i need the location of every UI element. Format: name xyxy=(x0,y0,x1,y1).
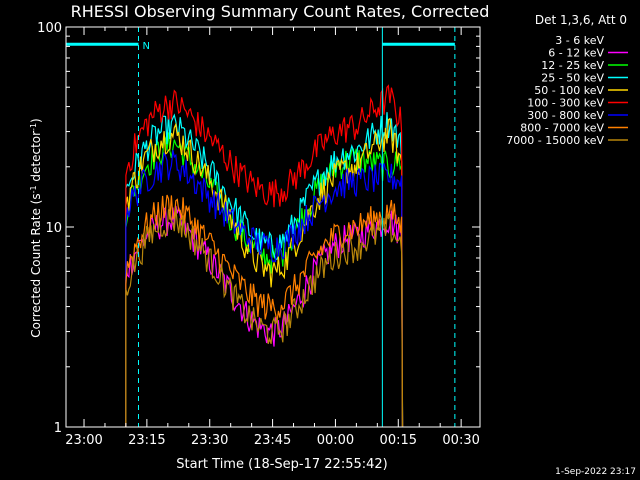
series-layer xyxy=(125,84,404,428)
x-tick-label: 00:15 xyxy=(380,433,417,448)
legend-entry-label: 800 - 7000 keV xyxy=(520,122,604,135)
series-line xyxy=(125,150,404,428)
legend-entry-label: 3 - 6 keV xyxy=(555,34,604,47)
x-tick-label: 23:45 xyxy=(254,433,291,448)
legend-entry-label: 25 - 50 keV xyxy=(541,72,604,85)
y-axis-label-sup2: -1 xyxy=(29,123,38,131)
x-tick-label: 23:00 xyxy=(65,433,102,448)
y-axis: 1 10 100 xyxy=(37,21,480,436)
x-tick-label: 23:30 xyxy=(191,433,228,448)
y-axis-label-mid: detector xyxy=(29,131,43,186)
x-tick-label: 00:30 xyxy=(442,433,479,448)
series-line xyxy=(125,207,404,428)
series-line xyxy=(125,84,404,428)
legend-entry-label: 300 - 800 keV xyxy=(527,109,604,122)
x-tick-label: 23:15 xyxy=(128,433,165,448)
x-axis: 23:00 23:15 23:30 23:45 00:00 00:15 00:30 xyxy=(65,27,480,448)
y-axis-label-main: Corrected Count Rate (s xyxy=(29,193,43,337)
y-axis-label: Corrected Count Rate (s-1 detector-1) xyxy=(29,118,44,337)
y-axis-label-sup1: -1 xyxy=(29,185,38,193)
x-axis-label: Start Time (18-Sep-17 22:55:42) xyxy=(176,457,387,472)
legend-entry-label: 12 - 25 keV xyxy=(541,59,604,72)
legend-entry-label: 6 - 12 keV xyxy=(548,47,604,60)
legend-header: Det 1,3,6, Att 0 xyxy=(535,13,627,27)
x-tick-label: 00:00 xyxy=(317,433,354,448)
series-line xyxy=(125,117,404,428)
night-label: N xyxy=(142,41,149,52)
y-tick-label: 10 xyxy=(45,221,62,236)
footer-date: 1-Sep-2022 23:17 xyxy=(555,467,636,477)
series-line xyxy=(125,154,404,428)
y-tick-label: 100 xyxy=(37,21,62,36)
legend-entry-label: 7000 - 15000 keV xyxy=(506,134,604,147)
legend-entry-label: 50 - 100 keV xyxy=(534,84,604,97)
y-axis-label-end: ) xyxy=(29,118,43,123)
chart-title: RHESSI Observing Summary Count Rates, Co… xyxy=(71,2,490,21)
y-tick-label: 1 xyxy=(54,421,62,436)
series-line xyxy=(125,194,404,428)
legend-entry-label: 100 - 300 keV xyxy=(527,97,604,110)
